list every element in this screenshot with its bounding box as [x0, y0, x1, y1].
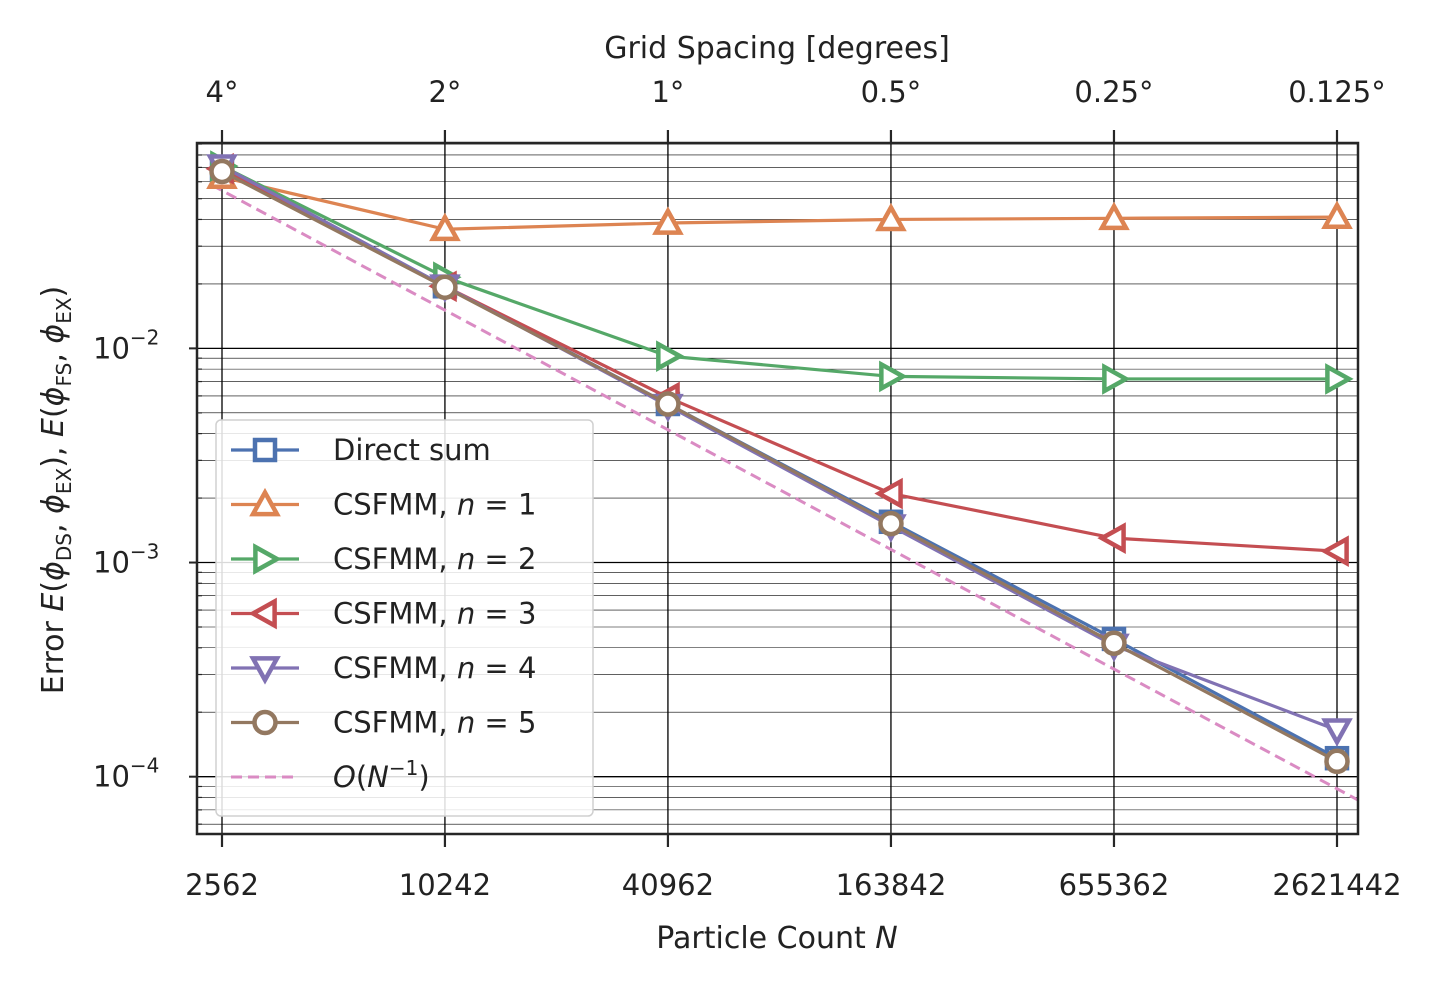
top-x-tick-label: 0.5° — [861, 75, 922, 109]
legend-box — [215, 419, 594, 817]
x-tick-label: 2621442 — [1272, 868, 1401, 902]
top-x-tick-label: 2° — [428, 75, 461, 109]
top-x-tick-label: 0.25° — [1074, 75, 1153, 109]
x-tick-label: 2562 — [185, 868, 259, 902]
legend-label: Direct sum — [333, 433, 491, 467]
series-line — [221, 175, 1338, 231]
series-line — [221, 170, 1338, 763]
top-x-tick-label: 4° — [206, 75, 239, 109]
data-point — [656, 340, 685, 372]
legend-entry: CSFMM, n = 1 — [231, 488, 536, 522]
data-point — [429, 212, 461, 242]
series-layer — [205, 150, 1358, 802]
axis-ticks — [189, 130, 1339, 847]
legend: Direct sum CSFMM, n = 1 CSFMM, n = 2 CSFMM,… — [215, 419, 594, 817]
data-point — [1101, 630, 1127, 656]
data-point — [432, 274, 458, 300]
series-line — [221, 164, 1337, 381]
axis-tick-labels: 10−2 10−3 10−4 2562 4° 10242 2° 40962 1° 163842 0.… — [93, 75, 1402, 902]
data-point — [209, 158, 235, 185]
data-point — [655, 391, 681, 417]
legend-label: CSFMM, n = 3 — [333, 597, 536, 631]
legend-marker — [252, 709, 278, 736]
legend-label: O(N−1) — [333, 756, 430, 794]
legend-entry: CSFMM, n = 4 — [231, 651, 536, 685]
x-tick-label: 655362 — [1059, 868, 1170, 902]
data-point — [1320, 535, 1349, 567]
y-tick-label: 10−2 — [93, 325, 159, 365]
y-tick-label: 10−3 — [93, 540, 159, 580]
legend-label: CSFMM, n = 1 — [333, 488, 536, 522]
legend-marker — [248, 597, 277, 630]
x-tick-label: 40962 — [622, 868, 714, 902]
legend-entry: Direct sum — [231, 433, 491, 467]
data-point — [874, 477, 903, 510]
legend-entry-reference: O(N−1) — [231, 756, 430, 794]
y-tick-label: 10−4 — [93, 754, 159, 794]
series-6 — [209, 158, 1350, 775]
data-point — [875, 202, 907, 232]
data-point — [652, 206, 684, 235]
data-point — [1321, 200, 1353, 230]
legend-marker — [252, 437, 278, 463]
legend-entry: CSFMM, n = 3 — [231, 597, 536, 631]
legend-entry: CSFMM, n = 5 — [231, 706, 536, 740]
legend-marker — [249, 487, 281, 517]
data-point — [1097, 522, 1126, 554]
data-point — [1324, 748, 1350, 775]
plot-frame — [195, 141, 1360, 836]
data-point — [1102, 363, 1131, 395]
legend-marker — [253, 543, 282, 575]
data-point — [878, 510, 904, 537]
data-point — [1321, 718, 1353, 747]
data-point — [1325, 363, 1354, 395]
data-point — [879, 360, 908, 393]
legend-label: CSFMM, n = 4 — [333, 651, 536, 685]
legend-marker — [249, 656, 281, 685]
reference-line-series — [210, 183, 1358, 802]
x-tick-label: 163842 — [836, 868, 947, 902]
legend-entry: CSFMM, n = 2 — [231, 542, 536, 576]
legend-label: CSFMM, n = 2 — [333, 542, 536, 576]
top-x-tick-label: 1° — [651, 75, 684, 109]
data-point — [1098, 201, 1130, 231]
top-x-axis-label: Grid Spacing [degrees] — [604, 31, 950, 66]
legend-label: CSFMM, n = 5 — [333, 706, 536, 740]
top-x-tick-label: 0.125° — [1288, 75, 1386, 109]
x-tick-label: 10242 — [399, 868, 491, 902]
x-axis-label: Particle Count N — [656, 921, 897, 956]
y-axis-label: Error E(ϕDS, ϕEX), E(ϕFS, ϕEX) — [36, 286, 76, 695]
